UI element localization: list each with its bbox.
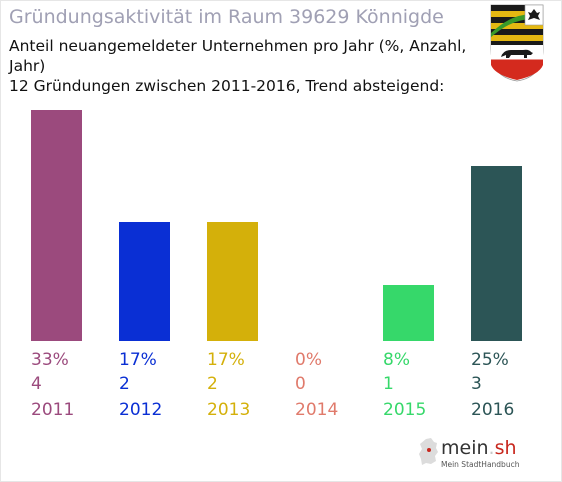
bar-chart: 33% 4 2011 17% 2 2012 17% 2 2013 0% 0 2014 8% 1 2015 25…	[31, 110, 522, 420]
count-label-2012: 2	[119, 374, 130, 394]
chart-subtitle: Anteil neuangemeldeter Unternehmen pro J…	[9, 36, 479, 96]
percent-label-2016: 25%	[471, 350, 509, 370]
year-label-2011: 2011	[31, 400, 74, 420]
bar-2011	[31, 110, 82, 341]
count-label-2011: 4	[31, 374, 42, 394]
percent-label-2015: 8%	[383, 350, 410, 370]
mein-sh-logo[interactable]: mein.sh Mein StadtHandbuch	[418, 435, 528, 475]
subtitle-line-1: Anteil neuangemeldeter Unternehmen pro J…	[9, 37, 467, 75]
logo-wordmark: mein.sh	[441, 437, 517, 459]
year-label-2016: 2016	[471, 400, 514, 420]
percent-label-2013: 17%	[207, 350, 245, 370]
logo-dot: .	[488, 437, 495, 459]
logo-tld: sh	[494, 437, 517, 459]
count-label-2014: 0	[295, 374, 306, 394]
year-label-2013: 2013	[207, 400, 250, 420]
bar-2012	[119, 222, 170, 341]
chart-title: Gründungsaktivität im Raum 39629 Könnigd…	[9, 6, 444, 28]
bar-2015	[383, 285, 434, 341]
logo-tagline: Mein StadtHandbuch	[441, 460, 520, 469]
count-label-2015: 1	[383, 374, 394, 394]
year-label-2012: 2012	[119, 400, 162, 420]
percent-label-2014: 0%	[295, 350, 322, 370]
year-label-2014: 2014	[295, 400, 338, 420]
logo-main: mein	[441, 437, 489, 459]
year-label-2015: 2015	[383, 400, 426, 420]
bar-2013	[207, 222, 258, 341]
coat-of-arms-icon	[479, 1, 555, 85]
count-label-2016: 3	[471, 374, 482, 394]
bar-2016	[471, 166, 522, 341]
germany-map-icon	[419, 438, 438, 465]
percent-label-2011: 33%	[31, 350, 69, 370]
percent-label-2012: 17%	[119, 350, 157, 370]
subtitle-line-2: 12 Gründungen zwischen 2011-2016, Trend …	[9, 77, 445, 95]
count-label-2013: 2	[207, 374, 218, 394]
